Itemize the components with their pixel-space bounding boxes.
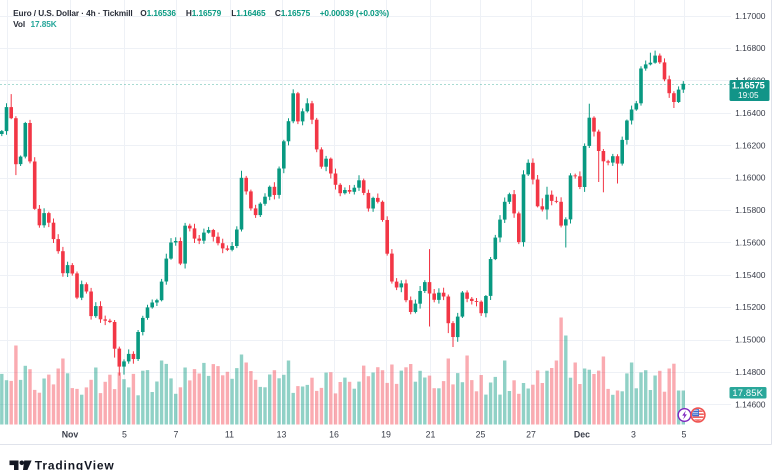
svg-text:H1.16579: H1.16579: [186, 8, 222, 18]
svg-text:+0.00039 (+0.03%): +0.00039 (+0.03%): [320, 8, 390, 18]
svg-text:1.15400: 1.15400: [735, 270, 766, 280]
svg-text:1.14600: 1.14600: [735, 399, 766, 409]
svg-text:1.17000: 1.17000: [735, 11, 766, 21]
svg-text:17.85K: 17.85K: [31, 19, 57, 29]
svg-text:19: 19: [381, 430, 391, 440]
svg-text:16: 16: [329, 430, 339, 440]
svg-text:1.15800: 1.15800: [735, 205, 766, 215]
svg-text:17.85K: 17.85K: [732, 387, 763, 398]
svg-text:5: 5: [122, 430, 127, 440]
svg-text:Vol: Vol: [13, 19, 25, 29]
svg-text:1.16575: 1.16575: [732, 81, 765, 91]
svg-text:19:05: 19:05: [738, 91, 759, 100]
svg-text:1.16000: 1.16000: [735, 173, 766, 183]
svg-text:1.15000: 1.15000: [735, 335, 766, 345]
svg-text:C1.16575: C1.16575: [275, 8, 311, 18]
svg-text:TradingView: TradingView: [35, 459, 115, 470]
svg-text:Dec: Dec: [574, 430, 590, 440]
svg-text:1.15200: 1.15200: [735, 302, 766, 312]
svg-text:5: 5: [682, 430, 687, 440]
svg-text:1.16800: 1.16800: [735, 43, 766, 53]
svg-text:3: 3: [631, 430, 636, 440]
svg-text:Euro / U.S. Dollar · 4h · Tick: Euro / U.S. Dollar · 4h · Tickmill: [13, 8, 133, 18]
svg-text:1.15600: 1.15600: [735, 238, 766, 248]
svg-text:25: 25: [476, 430, 486, 440]
svg-text:21: 21: [426, 430, 436, 440]
svg-text:27: 27: [526, 430, 536, 440]
svg-text:13: 13: [277, 430, 287, 440]
svg-text:1.14800: 1.14800: [735, 367, 766, 377]
svg-text:11: 11: [225, 430, 234, 440]
svg-text:1.16400: 1.16400: [735, 108, 766, 118]
svg-text:7: 7: [174, 430, 179, 440]
svg-text:L1.16465: L1.16465: [231, 8, 266, 18]
svg-text:1.16200: 1.16200: [735, 140, 766, 150]
svg-text:Nov: Nov: [62, 430, 79, 440]
svg-text:O1.16536: O1.16536: [140, 8, 176, 18]
